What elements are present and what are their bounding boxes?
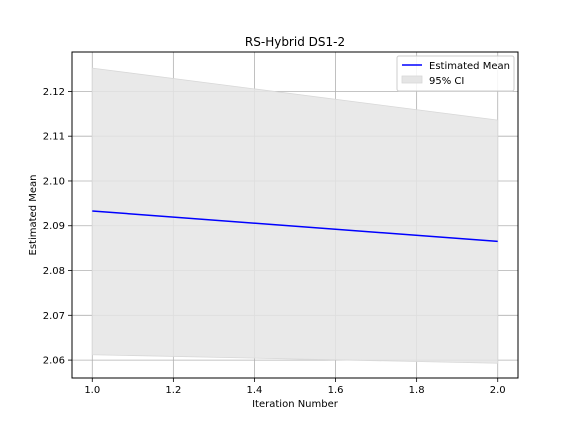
y-tick-label: 2.10 (43, 176, 65, 187)
y-tick-label: 2.09 (43, 221, 65, 232)
y-tick-label: 2.12 (43, 87, 65, 98)
legend-label-95-ci: 95% CI (429, 76, 464, 87)
chart-title: RS-Hybrid DS1-2 (245, 35, 345, 49)
series-layer (92, 210, 498, 243)
legend-box (396, 55, 515, 92)
x-tick-label: 1.4 (247, 385, 263, 396)
x-axis-label: Iteration Number (252, 399, 339, 410)
confidence-band-layer (91, 67, 499, 364)
series-line-estimated-mean (92, 210, 498, 243)
x-axis-ticks: 1.0 1.2 1.4 1.6 1.8 2.0 (84, 378, 506, 396)
x-tick-label: 1.6 (328, 385, 344, 396)
legend-label-estimated-mean: Estimated Mean (429, 61, 510, 72)
x-tick-label: 1.2 (165, 385, 181, 396)
y-tick-label: 2.11 (43, 132, 65, 143)
x-tick-label: 1.8 (409, 385, 425, 396)
x-tick-label: 1.0 (84, 385, 100, 396)
legend-swatch-95-ci (401, 75, 423, 84)
y-tick-label: 2.07 (43, 311, 65, 322)
legend: Estimated Mean 95% CI (396, 55, 515, 92)
x-tick-label: 2.0 (490, 385, 506, 396)
y-tick-label: 2.08 (43, 266, 65, 277)
y-axis-label: Estimated Mean (28, 175, 39, 256)
confidence-band-95-ci (91, 67, 499, 364)
plot-frame (71, 51, 519, 379)
y-axis-ticks: 2.06 2.07 2.08 2.09 2.10 2.11 2.12 (43, 87, 72, 367)
y-tick-label: 2.06 (43, 356, 65, 367)
